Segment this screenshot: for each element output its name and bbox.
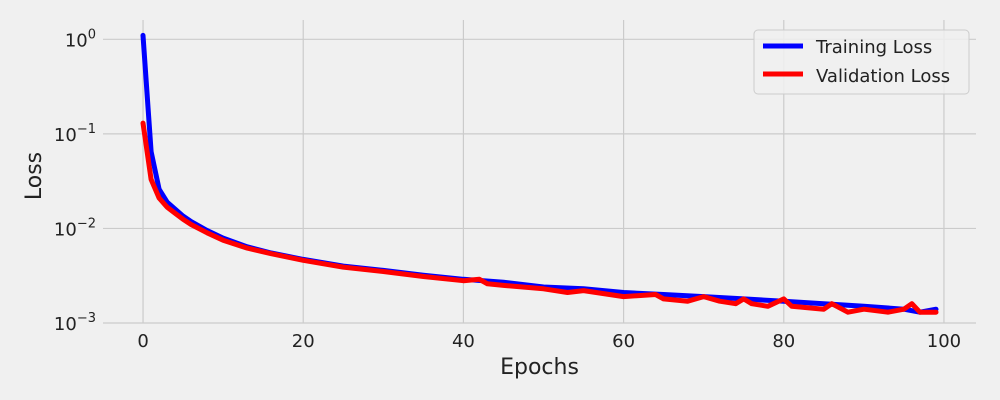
legend-label-validation-loss: Validation Loss xyxy=(816,66,950,87)
series-layer xyxy=(140,32,939,315)
x-tick-label: 40 xyxy=(452,331,475,352)
y-tick-label: 10−1 xyxy=(54,122,96,146)
x-tick-label: 0 xyxy=(137,331,148,352)
x-tick-label: 60 xyxy=(612,331,635,352)
series-line-validation-loss xyxy=(140,120,939,315)
y-tick-label: 100 xyxy=(65,27,96,51)
y-axis-label: Loss xyxy=(22,152,47,200)
x-tick-label: 80 xyxy=(772,331,795,352)
legend-box xyxy=(753,29,970,95)
legend: Training Loss Validation Loss xyxy=(753,29,970,95)
x-tick-label: 20 xyxy=(292,331,315,352)
x-axis-label: Epochs xyxy=(500,355,579,380)
tick-labels: 0 20 40 60 80 100 100 10−1 10−2 10−3 xyxy=(54,27,961,352)
y-tick-label: 10−2 xyxy=(54,216,96,240)
y-tick-label: 10−3 xyxy=(54,311,96,335)
legend-label-training-loss: Training Loss xyxy=(815,37,932,58)
x-tick-label: 100 xyxy=(927,331,961,352)
